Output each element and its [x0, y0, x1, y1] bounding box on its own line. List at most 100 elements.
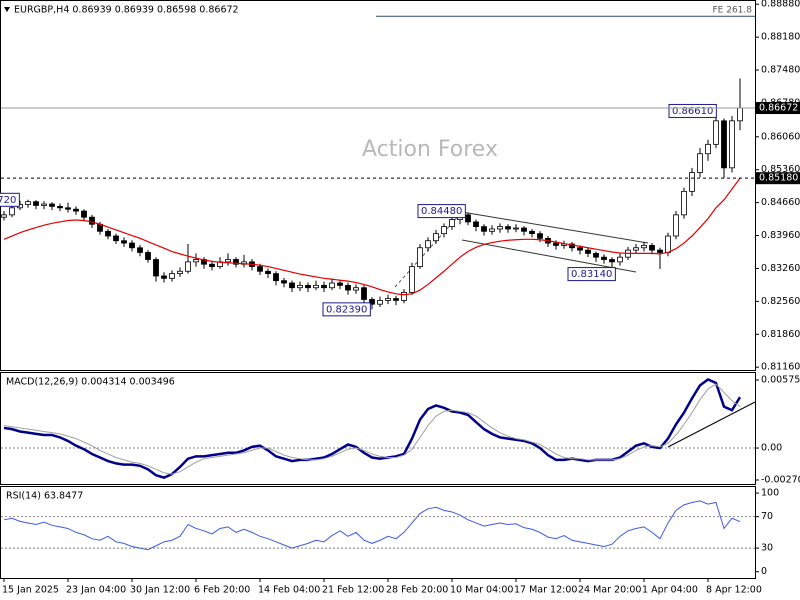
- y-tick-label: 0.85360: [761, 164, 800, 175]
- candle-body: [361, 287, 367, 300]
- x-tick-label: 6 Feb 20:00: [194, 585, 250, 596]
- price-tag-bg: [756, 172, 800, 185]
- candle-body: [553, 242, 559, 246]
- candle-body: [177, 270, 183, 275]
- y-tick-label: 0.00575: [761, 375, 800, 386]
- candle-body: [593, 253, 599, 258]
- candle-body: [321, 284, 327, 289]
- candle-body: [441, 226, 447, 235]
- candle-body: [465, 214, 471, 223]
- candle-body: [513, 227, 519, 230]
- candle-body: [9, 207, 15, 216]
- candle-body: [489, 228, 495, 232]
- candle-body: [281, 280, 287, 284]
- candle-body: [649, 245, 655, 251]
- y-tick-label: 0.86060: [761, 131, 800, 142]
- annotation-label: 0.82390: [326, 304, 367, 315]
- candle-body: [705, 143, 711, 155]
- candle-body: [665, 235, 671, 253]
- candle-body: [377, 300, 383, 305]
- menu-arrow: [4, 7, 10, 12]
- indicator-line: [3, 378, 742, 479]
- rsi-panel: [0, 486, 756, 579]
- candle-body: [225, 259, 231, 263]
- candle-body: [89, 216, 95, 225]
- candle-body: [729, 120, 735, 169]
- x-tick-label: 17 Mar 12:00: [514, 585, 577, 596]
- price-tag-bg: [756, 102, 800, 115]
- candle-body: [193, 259, 199, 263]
- x-tick-label: 10 Mar 04:00: [450, 585, 513, 596]
- candle-body: [737, 107, 743, 122]
- candle-body: [289, 282, 295, 289]
- candle-body: [145, 252, 151, 260]
- candle-body: [153, 259, 159, 277]
- channel-lower: [461, 239, 637, 273]
- y-tick-label: 100: [761, 488, 779, 499]
- annotation-label: 0.84720: [0, 195, 16, 206]
- candle-body: [481, 226, 487, 232]
- annotation-label: 0.83140: [571, 269, 612, 280]
- candle-body: [473, 221, 479, 228]
- annotation-box: [417, 204, 466, 219]
- x-tick-label: 15 Jan 2025: [2, 585, 59, 596]
- main-panel: [0, 0, 756, 371]
- y-tick-label: 0.88880: [761, 0, 800, 10]
- candle-body: [529, 230, 535, 235]
- candle-body: [425, 240, 431, 249]
- candle-body: [697, 153, 703, 173]
- x-tick-label: 14 Feb 04:00: [258, 585, 320, 596]
- candle-body: [81, 210, 87, 218]
- candle-body: [449, 219, 455, 228]
- candle-body: [633, 247, 639, 251]
- candle-body: [689, 172, 695, 192]
- annotation-label: 0.84480: [421, 206, 462, 217]
- candle-body: [233, 259, 239, 265]
- candle-body: [257, 266, 263, 272]
- watermark: Action Forex: [362, 137, 498, 162]
- x-tick-label: 21 Feb 12:00: [322, 585, 384, 596]
- annotation-label: 0.86610: [672, 106, 713, 117]
- candle-body: [73, 208, 79, 212]
- panel-title: MACD(12,26,9) 0.004314 0.003496: [6, 377, 175, 388]
- candle-body: [609, 259, 615, 263]
- candle-body: [577, 247, 583, 251]
- candle-body: [41, 203, 47, 206]
- annotation-box: [567, 267, 616, 282]
- y-tick-label: 0.87480: [761, 65, 800, 76]
- channel-upper: [461, 211, 649, 244]
- x-tick-label: 30 Jan 12:00: [130, 585, 190, 596]
- candle-body: [65, 207, 71, 210]
- candle-body: [505, 226, 511, 230]
- candle-body: [329, 282, 335, 289]
- candle-body: [657, 249, 663, 253]
- price-tag: 0.86672: [759, 103, 798, 114]
- y-tick-label: 0.83960: [761, 230, 800, 241]
- candle-body: [681, 190, 687, 216]
- candle-body: [497, 226, 503, 230]
- candle-body: [25, 201, 31, 205]
- candle-body: [209, 263, 215, 267]
- candle-body: [1, 214, 7, 218]
- candle-body: [641, 245, 647, 249]
- candle-body: [297, 284, 303, 289]
- candle-body: [137, 247, 143, 253]
- x-tick-label: 23 Jan 04:00: [66, 585, 126, 596]
- candle-body: [401, 292, 407, 301]
- candle-body: [337, 282, 343, 286]
- candle-body: [161, 275, 167, 279]
- candle-body: [353, 287, 359, 291]
- annotation-box: [0, 192, 20, 207]
- candle-body: [417, 247, 423, 267]
- y-tick-label: 0.88180: [761, 32, 800, 43]
- price-tag: 0.85180: [759, 173, 798, 184]
- candle-body: [185, 261, 191, 272]
- y-tick-label: 70: [761, 511, 773, 522]
- chart-title: EURGBP,H4 0.86939 0.86939 0.86598 0.8667…: [14, 5, 239, 16]
- y-tick-label: 30: [761, 543, 773, 554]
- candle-body: [129, 242, 135, 249]
- panel-title: RSI(14) 63.8477: [6, 491, 83, 502]
- candle-body: [105, 230, 111, 237]
